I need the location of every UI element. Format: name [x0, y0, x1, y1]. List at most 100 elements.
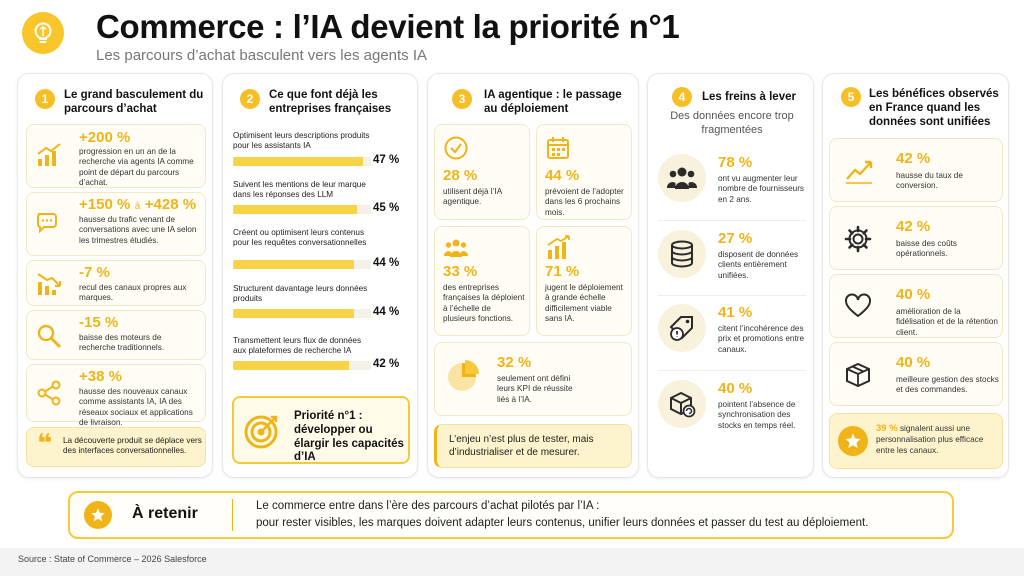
stat-value: 40 %	[718, 380, 753, 397]
stat-value: -15 %	[79, 314, 119, 331]
stat-value: 44 %	[545, 167, 580, 184]
stat-card: -7 % recul des canaux propres aux marque…	[26, 260, 206, 306]
highlight-card: 39 % signalent aussi une personnalisatio…	[829, 413, 1003, 469]
stat-description: amélioration de la fidélisation et de la…	[896, 307, 998, 337]
stat-card: +150 % à +428 % hausse du trafic venant …	[26, 192, 206, 256]
stat-description: utilisent déjà l’IA agentique.	[443, 187, 502, 207]
stat-value: 41 %	[718, 304, 753, 321]
heart-icon	[845, 293, 871, 318]
star-badge	[838, 426, 868, 456]
section-title: Ce que font déjà les entreprises françai…	[269, 89, 392, 116]
stat-description: jugent le déploiement à grande échelle d…	[545, 283, 623, 323]
pie-chart-icon	[448, 360, 479, 391]
bar-value: 45 %	[373, 202, 400, 214]
section-number: 5	[841, 87, 861, 107]
stat-description: recul des canaux propres aux marques.	[79, 283, 187, 303]
page-subtitle: Les parcours d’achat basculent vers les …	[96, 47, 428, 64]
stat-description: disposent de données clients entièrement…	[718, 250, 799, 280]
star-icon	[845, 433, 861, 448]
stat-value-range: +150 % à +428 %	[79, 196, 197, 213]
divider	[658, 295, 806, 296]
priority-card: Priorité n°1 : développer ou élargir les…	[232, 396, 410, 464]
section-number: 2	[240, 89, 260, 109]
divider	[232, 499, 233, 531]
icon-circle	[658, 154, 706, 202]
target-icon	[244, 415, 278, 449]
bar-label: Transmettent leurs flux de données aux p…	[233, 336, 362, 356]
gear-icon	[844, 225, 872, 253]
people-group-icon	[443, 239, 469, 257]
stat-description: baisse des moteurs de recherche traditio…	[79, 333, 165, 353]
stat-value: +200 %	[79, 129, 131, 146]
team-icon	[667, 167, 697, 189]
icon-circle	[658, 304, 706, 352]
growth-chart-icon	[37, 143, 61, 166]
divider	[658, 370, 806, 371]
stat-value: 40 %	[896, 354, 931, 371]
priority-text: Priorité n°1 : développer ou élargir les…	[294, 410, 404, 464]
stat-card: -15 % baisse des moteurs de recherche tr…	[26, 310, 206, 360]
bar-track	[233, 361, 371, 370]
section-title: Les freins à lever	[702, 91, 796, 103]
stat-description: progression en un an de la recherche via…	[79, 147, 194, 187]
bar-track	[233, 205, 371, 214]
quote-text: L’enjeu n’est plus de tester, mais d’ind…	[449, 434, 594, 458]
highlight-text: 39 % signalent aussi une personnalisatio…	[876, 423, 984, 455]
column-entreprises: 2 Ce que font déjà les entreprises franç…	[222, 73, 418, 478]
box-sync-icon	[670, 391, 696, 418]
magnifier-icon	[37, 324, 61, 348]
divider	[658, 220, 806, 221]
brain-lightbulb-logo	[22, 12, 64, 54]
footer: Source : State of Commerce – 2026 Salesf…	[0, 548, 1024, 576]
stat-value: 42 %	[896, 150, 931, 167]
stat-card: 32 % seulement ont défini leurs KPI de r…	[434, 342, 632, 416]
section-number: 1	[35, 89, 55, 109]
section-number: 4	[672, 87, 692, 107]
check-circle-icon	[444, 136, 468, 160]
source-text: Source : State of Commerce – 2026 Salesf…	[18, 554, 207, 564]
stat-card: 28 % utilisent déjà l’IA agentique.	[434, 124, 530, 220]
share-network-icon	[37, 380, 61, 406]
section-title: Le grand basculement du parcours d’achat	[64, 89, 204, 116]
stat-description: seulement ont défini leurs KPI de réussi…	[497, 374, 573, 404]
bar-fill	[233, 309, 355, 318]
stat-description: des entreprises françaises la déploient …	[443, 283, 525, 323]
stat-value: 27 %	[718, 230, 753, 247]
star-icon	[91, 508, 105, 522]
stat-value: 33 %	[443, 263, 478, 280]
takeaway-line-1: Le commerce entre dans l’ère des parcour…	[256, 500, 600, 512]
stat-description: pointent l’absence de synchronisation de…	[718, 400, 796, 430]
bar-track	[233, 309, 371, 318]
stat-value: 28 %	[443, 167, 478, 184]
stat-description: citent l’incohérence des prix et promoti…	[718, 324, 805, 354]
section-subtitle: Des données encore trop fragmentées	[670, 110, 794, 136]
column-ia-agentique: 3 IA agentique : le passage au déploieme…	[427, 73, 639, 478]
stat-card: 42 % hausse du taux de conversion.	[829, 138, 1003, 202]
decline-chart-icon	[37, 273, 61, 295]
bar-fill	[233, 205, 358, 214]
page-title: Commerce : l’IA devient la priorité n°1	[96, 8, 680, 45]
stat-description: baisse des coûts opérationnels.	[896, 239, 957, 259]
column-freins: 4 Les freins à lever Des données encore …	[647, 73, 814, 478]
stat-card: 42 % baisse des coûts opérationnels.	[829, 206, 1003, 270]
stat-card: 40 % amélioration de la fidélisation et …	[829, 274, 1003, 338]
takeaway-line-2: pour rester visibles, les marques doiven…	[256, 517, 869, 529]
stat-card: 33 % des entreprises françaises la déplo…	[434, 226, 530, 336]
bar-label: Structurent davantage leurs données prod…	[233, 284, 368, 304]
database-icon	[671, 240, 693, 268]
quote-text: La découverte produit se déplace vers de…	[63, 436, 202, 456]
column-benefices: 5 Les bénéfices observés en France quand…	[822, 73, 1009, 478]
stat-value: -7 %	[79, 264, 110, 281]
key-takeaway-banner: À retenir Le commerce entre dans l’ère d…	[68, 491, 954, 539]
package-icon	[846, 362, 870, 388]
stat-card: +38 % hausse des nouveaux canaux comme a…	[26, 364, 206, 427]
stat-value: 78 %	[718, 154, 753, 171]
quote-mark-icon: ❝	[37, 428, 53, 458]
stat-card: 44 % prévoient de l’adopter dans les 6 p…	[536, 124, 632, 220]
lightbulb-icon	[34, 22, 52, 43]
star-badge	[84, 501, 112, 529]
bar-label: Optimisent leurs descriptions produits p…	[233, 131, 370, 151]
quote-card: ❝ La découverte produit se déplace vers …	[26, 427, 206, 467]
section-title: Les bénéfices observés en France quand l…	[869, 88, 999, 129]
bar-fill	[233, 157, 363, 166]
